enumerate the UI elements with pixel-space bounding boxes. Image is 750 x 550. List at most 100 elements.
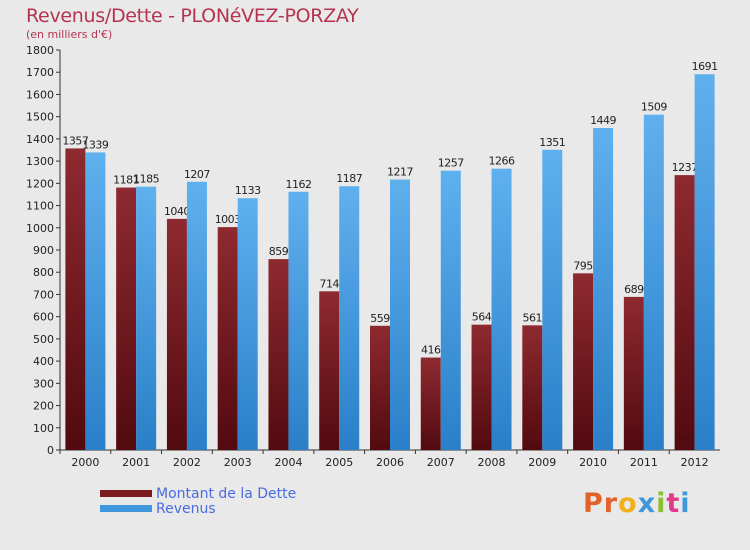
x-tick-label: 2005 [325, 456, 353, 469]
legend: Montant de la Dette Revenus [100, 485, 297, 517]
bar-revenus [542, 149, 563, 450]
legend-item-dette: Montant de la Dette [100, 485, 297, 502]
bar-revenus [237, 198, 258, 450]
x-tick-label: 2009 [528, 456, 556, 469]
bar-dette [319, 291, 340, 450]
bar-dette [116, 187, 137, 451]
y-tick-label: 1100 [26, 200, 54, 213]
x-tick-label: 2006 [376, 456, 404, 469]
bar-dette [65, 148, 86, 450]
data-label-revenus: 1339 [82, 138, 108, 151]
x-tick-label: 2011 [630, 456, 658, 469]
x-tick-label: 2007 [427, 456, 455, 469]
data-label-dette: 795 [573, 259, 593, 272]
logo-letter: r [603, 488, 619, 519]
data-label-dette: 559 [370, 312, 390, 325]
y-tick-label: 700 [33, 288, 54, 301]
legend-label-revenus: Revenus [156, 500, 216, 517]
bar-dette [217, 227, 238, 450]
bar-revenus [186, 181, 207, 450]
data-label-dette: 416 [421, 344, 441, 357]
data-label-revenus: 1207 [184, 168, 210, 181]
legend-item-revenus: Revenus [100, 500, 296, 517]
bar-dette [573, 273, 594, 450]
data-label-dette: 1181 [113, 174, 139, 187]
y-tick-label: 800 [33, 266, 54, 279]
chart-title: Revenus/Dette - PLONéVEZ-PORZAY [26, 5, 359, 27]
y-tick-label: 1200 [26, 177, 54, 190]
logo-letter: P [583, 488, 604, 519]
bar-dette [674, 175, 695, 450]
bar-revenus [85, 152, 106, 450]
y-tick-label: 1700 [26, 66, 54, 79]
logo-letter: x [637, 488, 657, 519]
data-label-revenus: 1162 [285, 178, 311, 191]
legend-swatch-revenus [100, 505, 152, 512]
y-tick-label: 500 [33, 333, 54, 346]
data-label-dette: 859 [269, 245, 289, 258]
logo-letter: o [618, 488, 638, 519]
bar-revenus [593, 128, 614, 450]
data-label-revenus: 1133 [235, 184, 261, 197]
data-label-revenus: 1351 [539, 136, 565, 149]
y-tick-label: 300 [33, 377, 54, 390]
bar-revenus [136, 186, 157, 450]
bar-revenus [288, 191, 309, 450]
y-tick-label: 1000 [26, 222, 54, 235]
proxiti-logo: Proxiti [583, 488, 691, 519]
data-label-dette: 1040 [164, 205, 190, 218]
bar-revenus [491, 168, 512, 450]
bar-dette [471, 324, 492, 450]
data-label-revenus: 1266 [489, 155, 515, 168]
x-tick-label: 2003 [224, 456, 252, 469]
x-tick-label: 2000 [71, 456, 99, 469]
y-tick-label: 1600 [26, 88, 54, 101]
bar-revenus [643, 114, 664, 451]
y-tick-label: 1300 [26, 155, 54, 168]
bar-dette [166, 218, 187, 450]
logo-letter: i [680, 488, 691, 519]
data-label-dette: 564 [472, 311, 492, 324]
logo-letter: t [666, 488, 681, 519]
logo-letter: i [656, 488, 667, 519]
legend-swatch-dette [100, 490, 152, 497]
x-tick-label: 2010 [579, 456, 607, 469]
chart-subtitle: (en milliers d'€) [26, 28, 113, 41]
data-label-revenus: 1217 [387, 166, 413, 179]
data-label-revenus: 1187 [336, 172, 362, 185]
y-tick-label: 200 [33, 400, 54, 413]
y-tick-label: 600 [33, 311, 54, 324]
x-tick-label: 2012 [681, 456, 709, 469]
bar-dette [268, 259, 289, 450]
data-label-revenus: 1691 [692, 60, 718, 73]
data-label-revenus: 1509 [641, 101, 667, 114]
bar-revenus [339, 186, 360, 450]
y-tick-label: 100 [33, 422, 54, 435]
data-label-dette: 714 [319, 277, 339, 290]
data-label-dette: 1357 [62, 134, 88, 147]
bar-revenus [694, 74, 715, 450]
x-tick-label: 2002 [173, 456, 201, 469]
bar-dette [522, 325, 543, 450]
legend-label-dette: Montant de la Dette [156, 485, 297, 502]
bar-dette [623, 296, 644, 450]
bar-revenus [440, 170, 461, 450]
x-tick-label: 2004 [274, 456, 302, 469]
data-label-dette: 689 [624, 283, 644, 296]
y-tick-label: 0 [47, 444, 54, 457]
data-label-revenus: 1185 [133, 173, 159, 186]
bar-dette [420, 357, 441, 450]
bar-revenus [390, 179, 410, 451]
data-label-dette: 561 [523, 311, 543, 324]
x-tick-label: 2008 [478, 456, 506, 469]
y-tick-label: 1800 [26, 44, 54, 57]
bar-dette [370, 325, 390, 450]
data-label-dette: 1003 [215, 213, 241, 226]
x-tick-label: 2001 [122, 456, 150, 469]
data-label-dette: 1237 [672, 161, 698, 174]
y-tick-label: 1400 [26, 133, 54, 146]
y-tick-label: 900 [33, 244, 54, 257]
y-tick-label: 1500 [26, 111, 54, 124]
